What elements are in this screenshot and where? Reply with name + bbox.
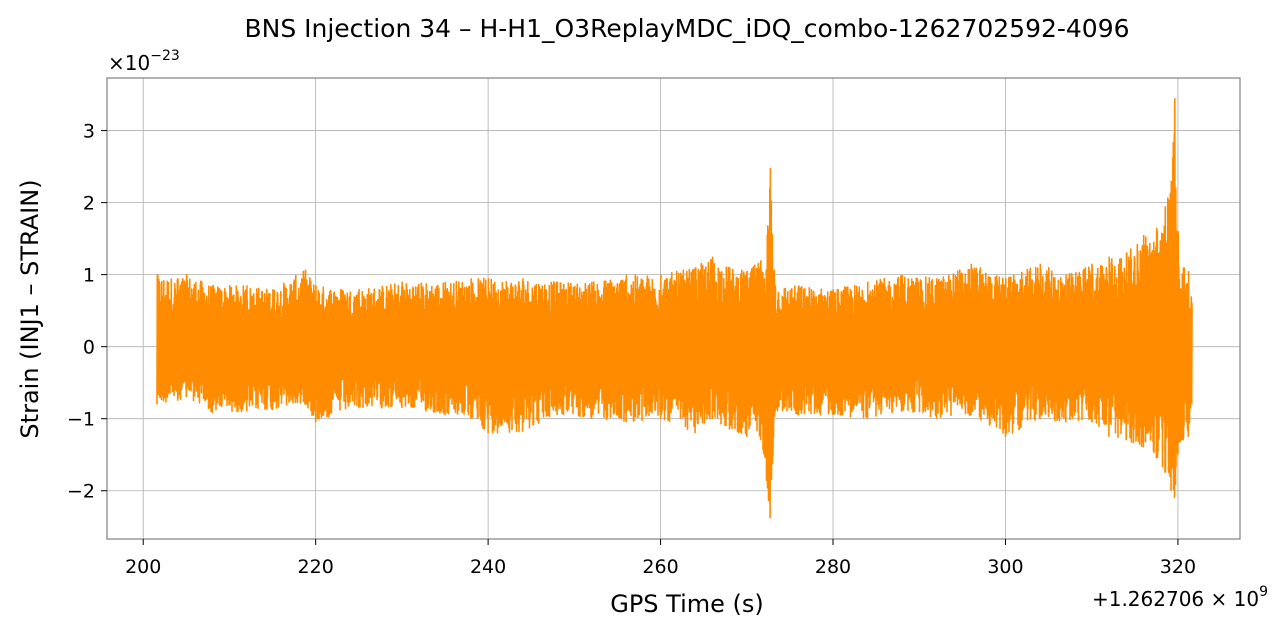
- y-ticks: −2 −1 0 1 2 3: [67, 121, 107, 503]
- y-tick-label: 3: [83, 121, 95, 143]
- x-tick-label: 280: [815, 556, 851, 578]
- x-offset-label: +1.262706 × 109: [1092, 584, 1268, 611]
- x-tick-label: 220: [298, 556, 334, 578]
- x-ticks: 200 220 240 260 280 300 320: [125, 539, 1196, 578]
- chart-title: BNS Injection 34 – H-H1_O3ReplayMDC_iDQ_…: [244, 14, 1129, 43]
- x-tick-label: 300: [987, 556, 1023, 578]
- y-multiplier-label: ×10−23: [108, 48, 180, 75]
- x-tick-label: 240: [470, 556, 506, 578]
- strain-series-line: [156, 98, 1193, 519]
- y-tick-label: 1: [83, 265, 95, 287]
- x-tick-label: 320: [1160, 556, 1196, 578]
- y-tick-label: −1: [67, 409, 95, 431]
- y-tick-label: −2: [67, 481, 95, 503]
- x-tick-label: 260: [642, 556, 678, 578]
- y-tick-label: 2: [83, 193, 95, 215]
- series-group: [156, 98, 1193, 519]
- x-axis-label: GPS Time (s): [610, 590, 764, 618]
- svg-text:+1.262706 × 109: +1.262706 × 109: [1092, 584, 1268, 611]
- x-tick-label: 200: [125, 556, 161, 578]
- svg-text:×10−23: ×10−23: [108, 48, 180, 75]
- y-tick-label: 0: [83, 337, 95, 359]
- plot-frame: [106, 77, 1241, 540]
- y-axis-label: Strain (INJ1 – STRAIN): [16, 179, 44, 438]
